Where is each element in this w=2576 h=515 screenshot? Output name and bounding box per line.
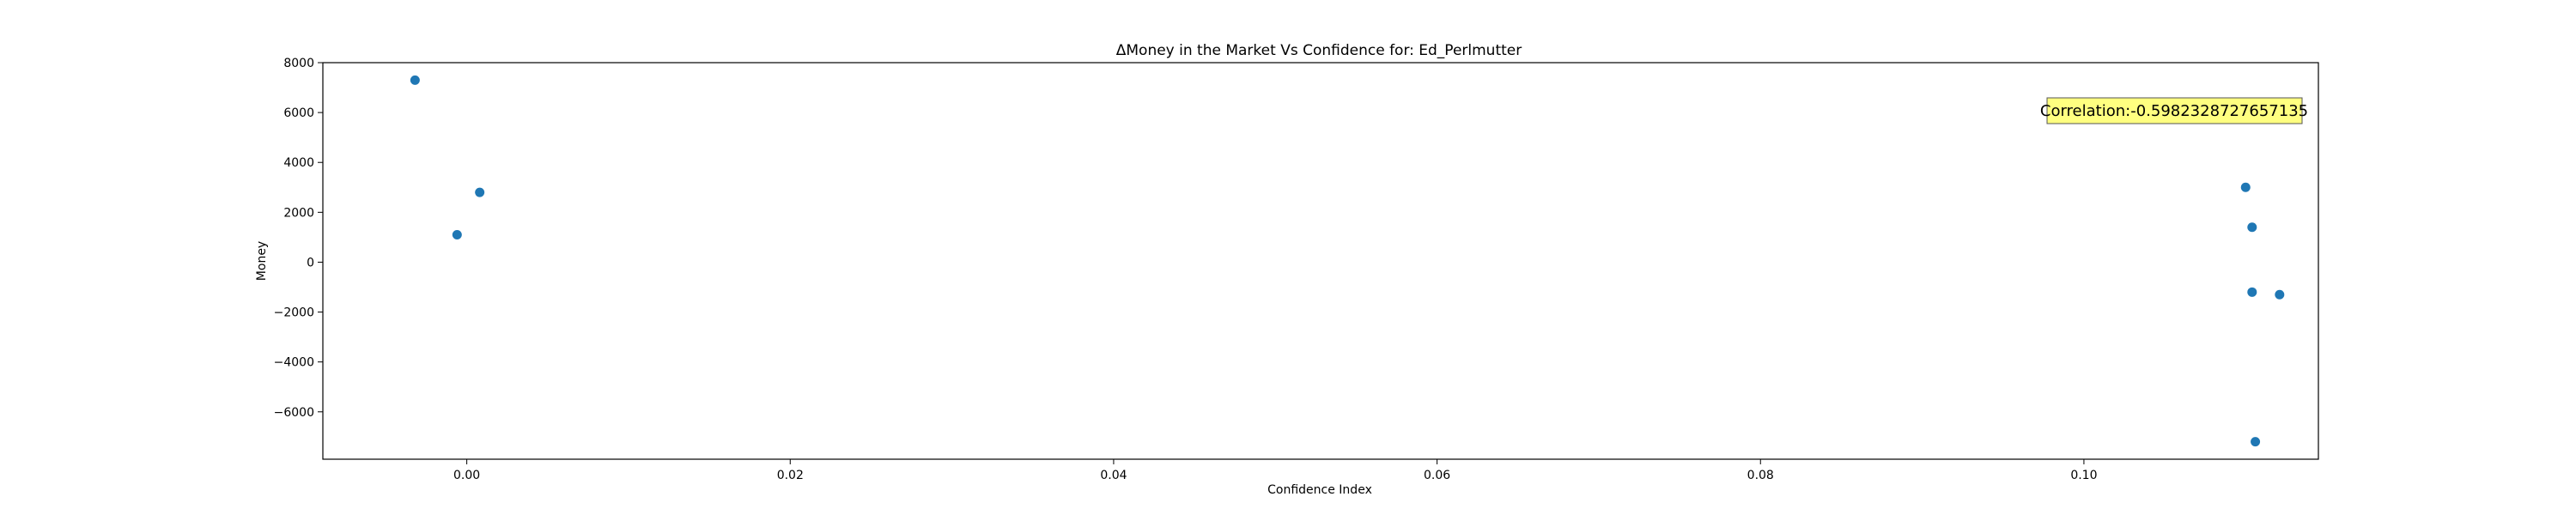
- x-tick-label: 0.04: [1100, 469, 1127, 482]
- y-tick-label: 6000: [283, 106, 314, 120]
- x-tick-label: 0.06: [1424, 469, 1450, 482]
- data-points: [410, 75, 2285, 447]
- data-point: [2275, 289, 2285, 300]
- correlation-annotation-box: [2046, 97, 2303, 124]
- plot-area-frame: [322, 62, 2319, 460]
- correlation-annotation-text: Correlation:-0.5982328727657135: [2040, 102, 2308, 120]
- y-tick-label: 2000: [283, 206, 314, 220]
- data-point: [475, 187, 485, 197]
- y-tick-label: −6000: [274, 406, 314, 420]
- chart-title: ΔMoney in the Market Vs Confidence for: …: [1116, 42, 1522, 59]
- data-point: [2247, 222, 2257, 233]
- data-point: [2251, 437, 2261, 447]
- correlation-annotation: Correlation:-0.5982328727657135: [2040, 97, 2308, 124]
- x-tick-label: 0.00: [453, 469, 480, 482]
- y-tick-label: −2000: [274, 306, 314, 320]
- y-tick-label: −4000: [274, 356, 314, 370]
- y-tick-label: 0: [307, 256, 314, 270]
- y-tick-label: 8000: [283, 57, 314, 70]
- x-tick-label: 0.08: [1747, 469, 1774, 482]
- data-point: [2247, 287, 2257, 297]
- data-point: [2240, 182, 2251, 192]
- x-tick-label: 0.02: [777, 469, 804, 482]
- y-tick-label: 4000: [283, 156, 314, 170]
- axis-ticks: 0.00 0.02 0.04 0.06 0.08 0.10 −6000 −4000 −2000 0…: [274, 57, 2098, 482]
- data-point: [410, 75, 420, 85]
- x-tick-label: 0.10: [2070, 469, 2097, 482]
- x-axis-label: Confidence Index: [1267, 483, 1372, 497]
- data-point: [452, 229, 462, 239]
- y-axis-label: Money: [255, 241, 269, 281]
